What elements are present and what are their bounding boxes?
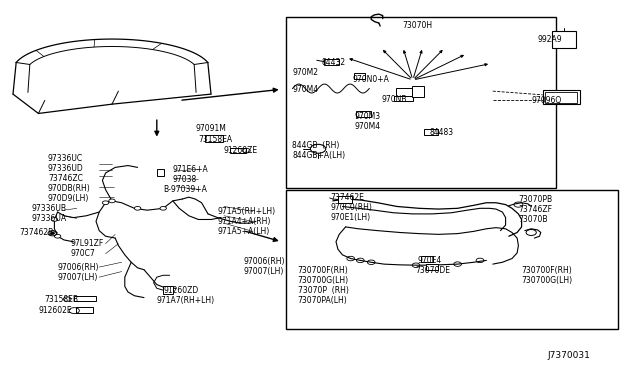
- Text: B-97039+A: B-97039+A: [163, 185, 207, 194]
- Text: 970C0(RH): 970C0(RH): [330, 203, 372, 212]
- Bar: [286, 17, 556, 188]
- Text: 992A9: 992A9: [538, 35, 562, 44]
- Text: 971A5+A(LH): 971A5+A(LH): [218, 227, 270, 236]
- Text: 97091M: 97091M: [195, 124, 226, 133]
- Bar: [545, 92, 577, 103]
- Text: 844GB  (RH): 844GB (RH): [292, 141, 340, 150]
- Text: 737462B: 737462B: [19, 228, 54, 237]
- Text: 73070H: 73070H: [402, 21, 432, 30]
- Text: 971A5(RH+LH): 971A5(RH+LH): [218, 207, 276, 216]
- Text: 97336UA: 97336UA: [32, 214, 67, 223]
- Bar: [354, 73, 365, 79]
- Text: 970M4: 970M4: [355, 122, 381, 131]
- Text: 970M3: 970M3: [355, 112, 381, 121]
- Circle shape: [54, 234, 61, 238]
- Text: 970D9(LH): 970D9(LH): [48, 194, 90, 203]
- Text: 971E6+A: 971E6+A: [173, 165, 209, 174]
- Text: 73158EB: 73158EB: [45, 295, 79, 304]
- Text: 730700F(RH): 730700F(RH): [522, 266, 572, 275]
- Bar: [396, 88, 412, 96]
- Text: 73158EA: 73158EA: [198, 135, 232, 144]
- Text: 97336UC: 97336UC: [48, 154, 83, 163]
- Text: 73070PB: 73070PB: [518, 195, 552, 203]
- Text: 73070PA(LH): 73070PA(LH): [298, 296, 348, 305]
- Circle shape: [109, 199, 115, 203]
- Text: 971A4+A(RH): 971A4+A(RH): [218, 217, 271, 226]
- Bar: [324, 59, 339, 65]
- Bar: [286, 190, 618, 329]
- Circle shape: [51, 232, 54, 234]
- Text: 84483: 84483: [429, 128, 454, 137]
- Text: 970NB: 970NB: [381, 95, 407, 104]
- Text: 91260ZE: 91260ZE: [224, 146, 258, 155]
- Circle shape: [134, 206, 141, 210]
- Text: 970N0+A: 970N0+A: [353, 76, 390, 84]
- Text: 970E1(LH): 970E1(LH): [330, 214, 371, 222]
- Text: 97096Q: 97096Q: [531, 96, 561, 105]
- Text: 73746ZF: 73746ZF: [518, 205, 552, 214]
- Text: 97038: 97038: [173, 175, 197, 184]
- Text: 737462E: 737462E: [330, 193, 364, 202]
- Bar: [356, 111, 371, 117]
- Text: 73746ZC: 73746ZC: [48, 174, 83, 183]
- Bar: [552, 31, 576, 48]
- Text: 912602E: 912602E: [38, 306, 72, 315]
- Text: 97007(LH): 97007(LH): [243, 267, 284, 276]
- Text: 97006(RH): 97006(RH): [243, 257, 285, 266]
- Bar: [230, 148, 246, 153]
- Text: 97006(RH): 97006(RH): [58, 263, 99, 272]
- Text: 970M4: 970M4: [292, 85, 319, 94]
- Text: 73070DE: 73070DE: [415, 266, 451, 275]
- Text: 970E4: 970E4: [417, 256, 442, 265]
- Bar: [421, 256, 433, 262]
- Bar: [163, 286, 173, 294]
- Bar: [76, 307, 93, 313]
- Text: 97336UB: 97336UB: [32, 204, 67, 213]
- Text: 844GB+A(LH): 844GB+A(LH): [292, 151, 346, 160]
- Bar: [543, 90, 580, 104]
- Bar: [412, 86, 424, 97]
- Text: 97007(LH): 97007(LH): [58, 273, 98, 282]
- Bar: [338, 196, 352, 203]
- Text: 97L91ZF: 97L91ZF: [70, 239, 104, 248]
- Text: 970DB(RH): 970DB(RH): [48, 184, 91, 193]
- Text: 971A7(RH+LH): 971A7(RH+LH): [157, 296, 215, 305]
- Bar: [205, 135, 223, 142]
- Text: J7370031: J7370031: [547, 351, 590, 360]
- Bar: [74, 296, 96, 301]
- Bar: [426, 264, 438, 270]
- Bar: [157, 169, 164, 176]
- Circle shape: [51, 218, 58, 221]
- Text: 97336UD: 97336UD: [48, 164, 84, 173]
- Text: 91260ZD: 91260ZD: [163, 286, 198, 295]
- Text: 730700F(RH): 730700F(RH): [298, 266, 348, 275]
- Text: 730700G(LH): 730700G(LH): [298, 276, 349, 285]
- Text: 84432: 84432: [322, 58, 346, 67]
- Bar: [424, 129, 438, 135]
- Bar: [394, 96, 413, 101]
- Text: 970M2: 970M2: [292, 68, 319, 77]
- Text: 730700G(LH): 730700G(LH): [522, 276, 573, 285]
- Text: 970C7: 970C7: [70, 249, 95, 258]
- Text: 73070B: 73070B: [518, 215, 548, 224]
- Circle shape: [160, 206, 166, 210]
- Text: 73070P  (RH): 73070P (RH): [298, 286, 348, 295]
- Circle shape: [102, 201, 109, 205]
